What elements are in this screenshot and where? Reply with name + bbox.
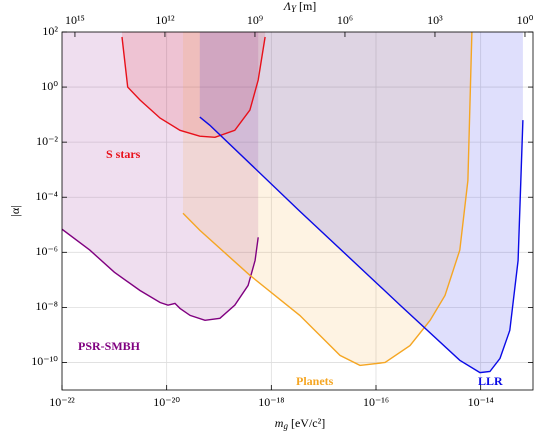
y-tick-label: 10⁻⁶ bbox=[35, 244, 58, 258]
series-line bbox=[182, 32, 473, 367]
exclusion-region bbox=[199, 32, 523, 373]
x2-tick-label: 10¹⁵ bbox=[65, 13, 85, 27]
series-annotation: PSR-SMBH bbox=[78, 339, 141, 353]
x-tick-label: 10⁻¹⁶ bbox=[363, 395, 389, 409]
y-tick-label: 10⁻² bbox=[36, 134, 58, 148]
y-tick-label: 10⁰ bbox=[41, 79, 58, 93]
x-tick-label: 10⁻²² bbox=[49, 395, 75, 409]
y-tick-label: 10⁻¹⁰ bbox=[31, 354, 58, 368]
x2-tick-label: 10⁹ bbox=[247, 13, 263, 27]
x-tick-label: 10⁻²⁰ bbox=[153, 395, 180, 409]
series-annotation: LLR bbox=[478, 374, 503, 388]
x2-tick-label: 10³ bbox=[427, 13, 443, 27]
x2-tick-label: 10⁰ bbox=[517, 13, 534, 27]
x2-tick-label: 10¹² bbox=[155, 13, 175, 27]
y-axis-label: |α| bbox=[8, 205, 22, 216]
series-annotation: S stars bbox=[106, 147, 141, 161]
x2-axis-label: ΛY [m] bbox=[283, 0, 317, 14]
x2-tick-label: 10⁶ bbox=[337, 13, 353, 27]
series-line bbox=[62, 228, 259, 322]
y-tick-label: 10² bbox=[42, 24, 58, 38]
series-annotation: Planets bbox=[296, 374, 334, 388]
exclusion-region bbox=[183, 32, 472, 366]
exclusion-region bbox=[122, 32, 266, 138]
y-tick-label: 10⁻⁸ bbox=[35, 299, 58, 313]
exclusion-region bbox=[62, 32, 259, 321]
series-line bbox=[121, 36, 266, 139]
x-tick-label: 10⁻¹⁸ bbox=[258, 395, 284, 409]
series-line bbox=[199, 116, 524, 374]
x-axis-label: mg [eV/c²] bbox=[275, 416, 325, 431]
plot-frame bbox=[61, 31, 534, 391]
x-tick-label: 10⁻¹⁴ bbox=[468, 395, 494, 409]
y-tick-label: 10⁻⁴ bbox=[35, 189, 58, 203]
plot-area bbox=[62, 32, 533, 390]
